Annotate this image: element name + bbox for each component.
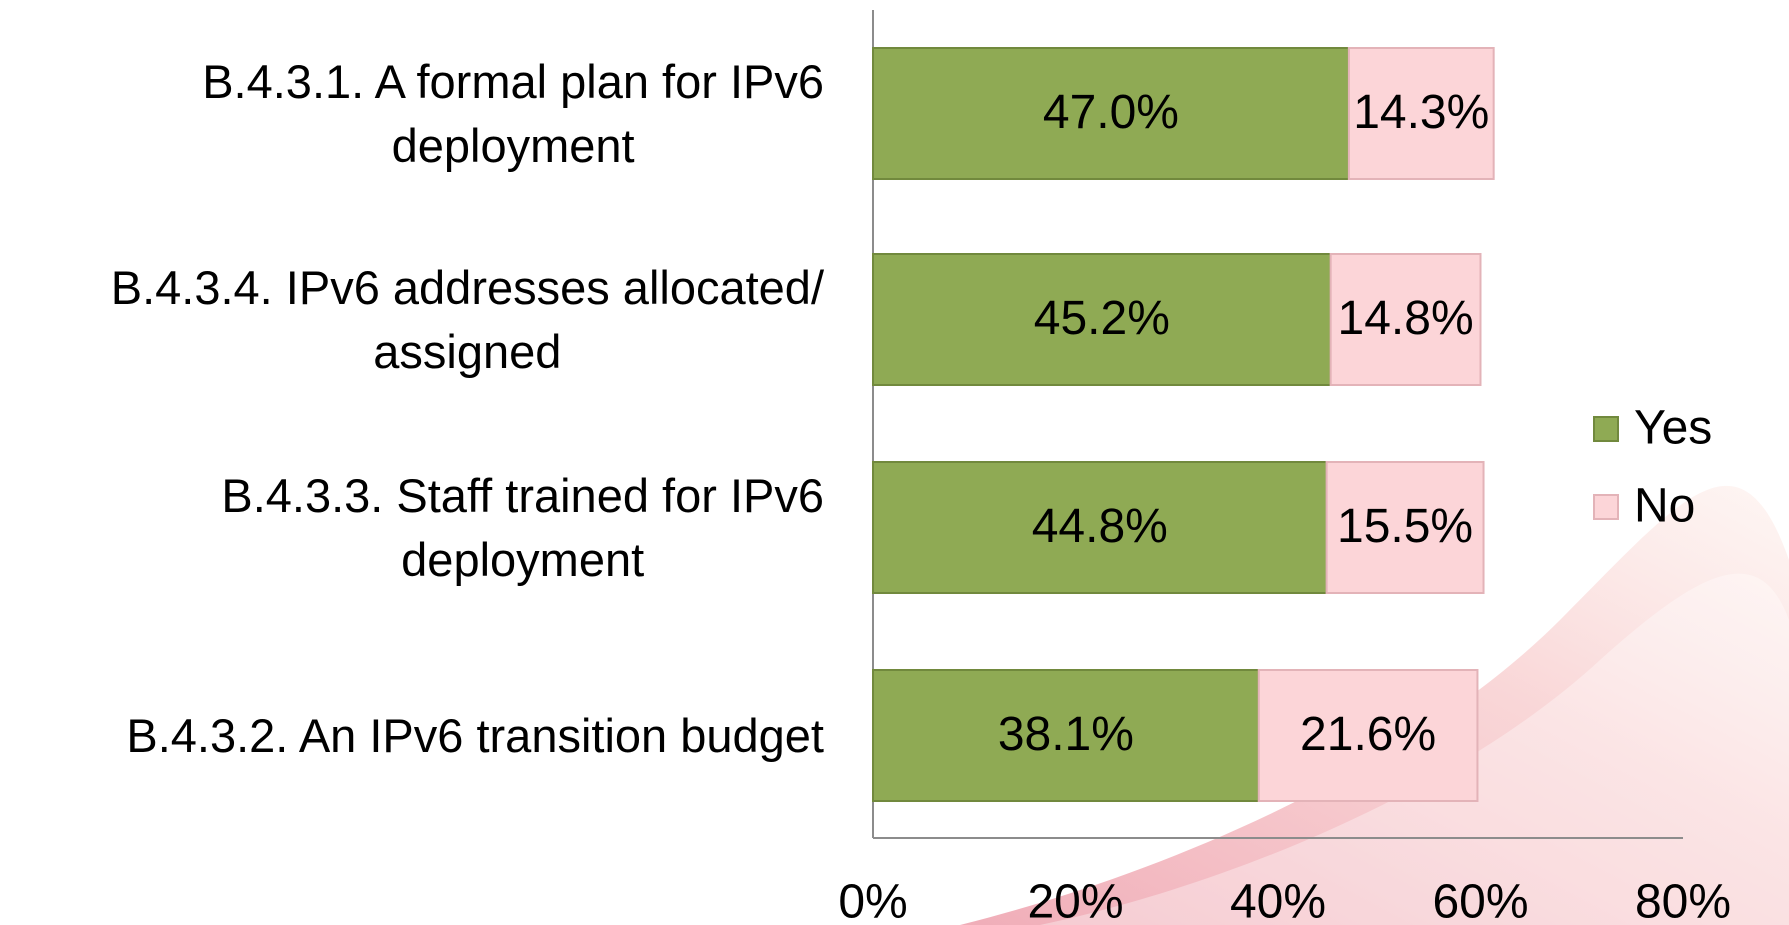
- data-label: 44.8%: [1032, 500, 1168, 553]
- data-label: 14.8%: [1338, 292, 1474, 345]
- background-swoosh: [960, 485, 1789, 925]
- y-tick-label: B.4.3.1. A formal plan for IPv6 deployme…: [202, 54, 824, 172]
- data-label: 38.1%: [998, 708, 1134, 761]
- data-label: 21.6%: [1300, 708, 1436, 761]
- legend-marker: [1593, 416, 1619, 442]
- legend-label: No: [1634, 480, 1695, 533]
- x-tick-label: 80%: [1635, 876, 1731, 925]
- data-label: 15.5%: [1337, 500, 1473, 553]
- x-tick-label: 20%: [1027, 876, 1123, 925]
- x-tick-label: 40%: [1230, 876, 1326, 925]
- data-label: 47.0%: [1043, 86, 1179, 139]
- bar: [1347, 47, 1495, 180]
- bar: [872, 47, 1350, 180]
- y-tick-label: B.4.3.3. Staff trained for IPv6 deployme…: [221, 468, 824, 586]
- data-label: 45.2%: [1034, 292, 1170, 345]
- x-tick-label: 0%: [838, 876, 907, 925]
- x-tick-label: 60%: [1432, 876, 1528, 925]
- bar: [1329, 253, 1482, 386]
- y-tick-label: B.4.3.4. IPv6 addresses allocated/ assig…: [110, 260, 824, 378]
- bar: [872, 669, 1260, 802]
- data-label: 14.3%: [1353, 86, 1489, 139]
- legend-label: Yes: [1634, 402, 1712, 455]
- bar: [1257, 669, 1479, 802]
- bar: [872, 253, 1332, 386]
- y-tick-label: B.4.3.2. An IPv6 transition budget: [126, 708, 824, 762]
- bar: [1325, 461, 1485, 594]
- bar: [872, 461, 1328, 594]
- legend-marker: [1593, 494, 1619, 520]
